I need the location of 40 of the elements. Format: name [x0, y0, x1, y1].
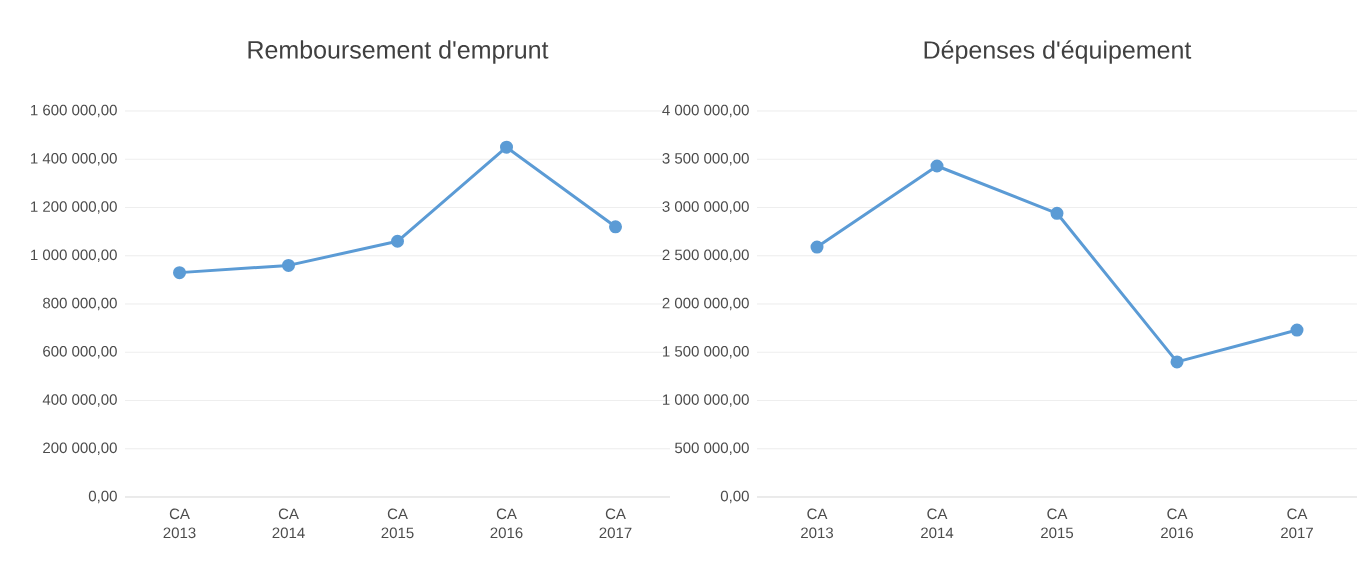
chart-title: Remboursement d'emprunt	[248, 40, 549, 64]
y-tick-label: 0,00	[720, 490, 749, 504]
point	[1170, 355, 1184, 369]
point	[609, 220, 623, 234]
y-tick-label: 3 500 000,00	[662, 153, 749, 166]
point	[500, 140, 514, 154]
y-tick-label: 4 000 000,00	[662, 104, 749, 118]
y-tick-label: 800 000,00	[43, 297, 117, 311]
y-tick-label: 400 000,00	[42, 394, 117, 407]
point	[930, 159, 944, 173]
point	[282, 258, 296, 272]
point	[1290, 323, 1304, 337]
y-tick-label: 2 500 000,00	[662, 249, 749, 262]
x-tick-label: CA 2013	[801, 508, 834, 539]
x-tick-label: CA 2013	[163, 508, 196, 539]
point	[173, 266, 187, 280]
point	[810, 240, 824, 254]
y-tick-label: 0,00	[88, 490, 117, 504]
y-tick-label: 1 000 000,00	[31, 249, 117, 262]
x-tick-label: CA 2015	[381, 508, 414, 539]
y-tick-label: 600 000,00	[43, 346, 117, 359]
x-tick-label: CA 2015	[1041, 508, 1074, 539]
y-tick-label: 3 000 000,00	[662, 201, 749, 214]
y-tick-label: 2 000 000,00	[662, 297, 749, 311]
x-tick-label: CA 2016	[490, 508, 523, 539]
point	[1050, 206, 1064, 220]
y-tick-label: 1 500 000,00	[663, 346, 749, 359]
y-tick-label: 1 400 000,00	[31, 153, 117, 166]
y-tick-label: 1 200 000,00	[31, 201, 117, 214]
y-tick-label: 200 000,00	[43, 442, 117, 455]
y-tick-label: 500 000,00	[675, 442, 749, 455]
x-tick-label: CA 2017	[599, 508, 632, 539]
point	[391, 234, 405, 248]
y-tick-label: 1 000 000,00	[663, 394, 749, 407]
x-tick-label: CA 2017	[1281, 508, 1313, 539]
chart-title: Dépenses d'équipement	[924, 40, 1192, 64]
x-tick-label: CA 2016	[1161, 508, 1194, 539]
x-tick-label: CA 2014	[921, 508, 954, 539]
y-tick-label: 1 600 000,00	[31, 104, 117, 118]
x-tick-label: CA 2014	[272, 508, 305, 539]
